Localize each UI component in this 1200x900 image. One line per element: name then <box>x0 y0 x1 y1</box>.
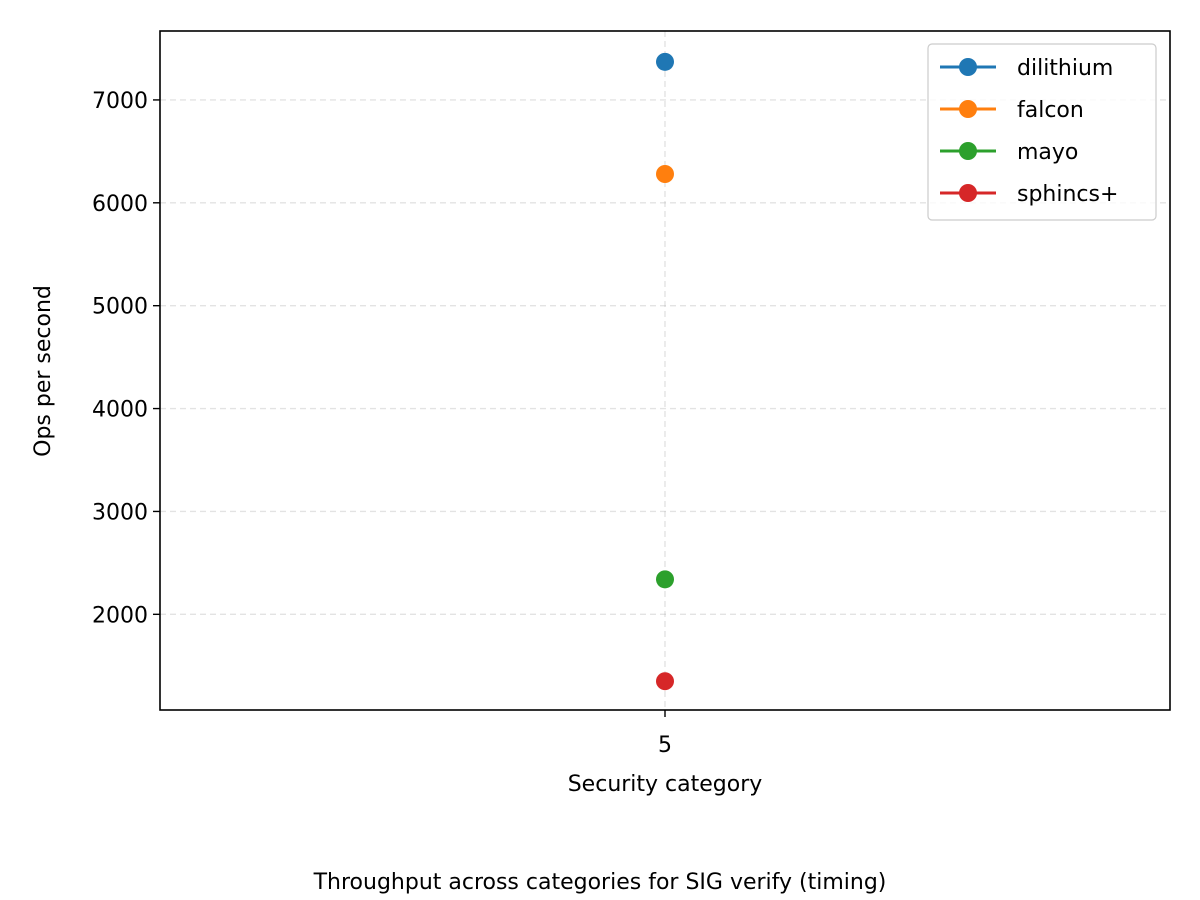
y-tick-label: 5000 <box>92 295 148 320</box>
legend-label: falcon <box>1017 98 1084 123</box>
legend-label: dilithium <box>1017 56 1113 81</box>
legend: dilithium falcon mayo sphincs+ <box>927 43 1157 221</box>
data-point-sphincs <box>656 672 674 691</box>
legend-box <box>927 43 1157 221</box>
legend-marker <box>959 100 977 118</box>
y-axis-label: Ops per second <box>31 285 56 457</box>
y-tick-label: 7000 <box>92 89 148 114</box>
x-axis-label: Security category <box>568 772 763 797</box>
y-tick-label: 2000 <box>92 603 148 628</box>
y-axis: 2000 3000 4000 5000 6000 7000 <box>92 89 160 628</box>
data-point-falcon <box>656 165 674 184</box>
y-tick-label: 3000 <box>92 500 148 525</box>
legend-marker <box>959 184 977 202</box>
y-tick-label: 6000 <box>92 192 148 217</box>
data-points <box>656 52 674 691</box>
legend-marker <box>959 58 977 76</box>
legend-marker <box>959 142 977 160</box>
x-axis: 5 <box>658 710 672 758</box>
data-point-mayo <box>656 570 674 589</box>
chart-caption: Throughput across categories for SIG ver… <box>313 870 887 895</box>
legend-label: sphincs+ <box>1017 182 1118 207</box>
data-point-dilithium <box>656 52 674 71</box>
x-tick-label: 5 <box>658 733 672 758</box>
legend-label: mayo <box>1017 140 1078 165</box>
y-tick-label: 4000 <box>92 398 148 423</box>
